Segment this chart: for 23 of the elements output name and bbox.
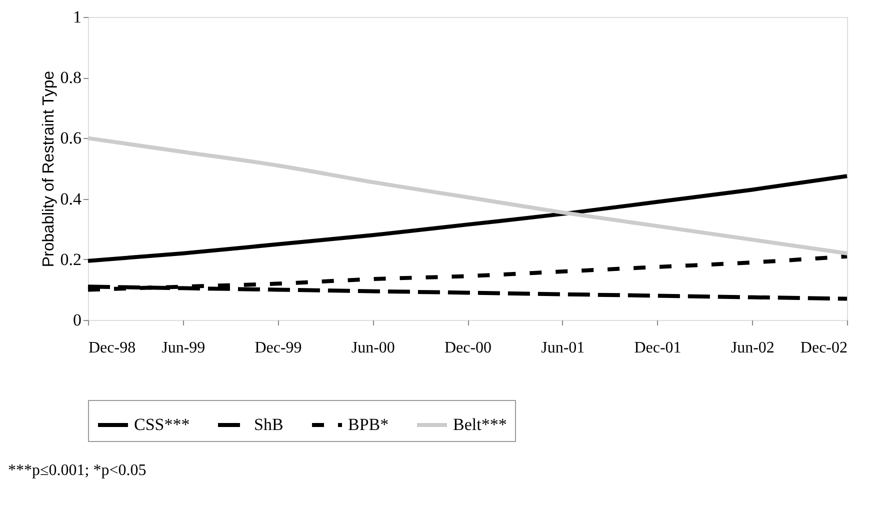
legend-label: CSS*** bbox=[134, 415, 190, 434]
line-series bbox=[86, 174, 849, 263]
y-tick-label: 0.2 bbox=[60, 250, 82, 269]
x-tick-label: Jun-99 bbox=[162, 340, 206, 356]
y-tick-label: 0 bbox=[73, 310, 82, 330]
line-series bbox=[86, 136, 849, 256]
legend-label: Belt*** bbox=[453, 415, 507, 434]
y-axis-title: Probablity of Restraint Type bbox=[40, 70, 58, 268]
x-tick-label: Jun-00 bbox=[351, 340, 395, 356]
text: ***p≤0.001; *p<0.05 bbox=[8, 462, 146, 479]
x-tick-label: Jun-01 bbox=[541, 340, 585, 356]
y-tick-label: 1 bbox=[73, 8, 82, 26]
legend-label: ShB bbox=[254, 415, 284, 434]
x-tick-label: Dec-00 bbox=[444, 340, 492, 356]
y-tick-label: 0.6 bbox=[60, 128, 82, 148]
x-tick-label: Jun-02 bbox=[730, 340, 774, 356]
x-tick-label: Dec-99 bbox=[254, 340, 302, 356]
y-tick-label: 0.4 bbox=[60, 189, 82, 208]
x-tick-label: Dec-01 bbox=[634, 340, 682, 356]
y-tick-label: 0.8 bbox=[60, 68, 82, 88]
x-tick-label: Dec-98 bbox=[88, 340, 136, 356]
legend-label: BPB* bbox=[348, 415, 389, 434]
x-tick-label: Dec-02 bbox=[800, 340, 848, 356]
